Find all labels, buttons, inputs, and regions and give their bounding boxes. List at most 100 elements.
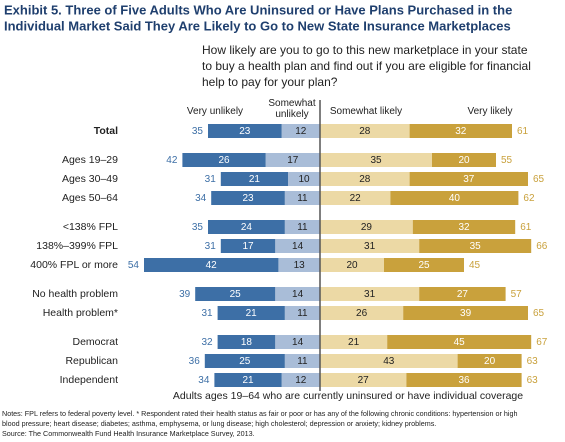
legend-label: Very unlikely xyxy=(186,106,244,117)
net-label: 32 xyxy=(201,337,213,348)
source: Source: The Commonwealth Fund Health Ins… xyxy=(2,429,255,438)
value-label: 21 xyxy=(249,174,261,185)
bar-segment xyxy=(320,124,410,138)
net-label: 65 xyxy=(533,308,545,319)
value-label: 26 xyxy=(356,308,368,319)
title: Individual Market Said They Are Likely t… xyxy=(4,18,511,33)
net-label: 54 xyxy=(128,260,140,271)
bar-segment xyxy=(265,153,320,167)
value-label: 23 xyxy=(239,126,251,137)
bar-segment xyxy=(220,239,276,253)
category-label: Ages 50–64 xyxy=(62,192,118,204)
bar-segment xyxy=(320,172,410,186)
bar-segment xyxy=(384,258,464,272)
net-label: 31 xyxy=(205,174,217,185)
bar-segment xyxy=(406,373,522,387)
value-label: 32 xyxy=(458,222,470,233)
bar-segment xyxy=(275,239,320,253)
value-label: 20 xyxy=(458,155,470,166)
bar-segment xyxy=(320,239,420,253)
net-label: 31 xyxy=(201,308,213,319)
bar-segment xyxy=(284,220,320,234)
bar-segment xyxy=(432,153,496,167)
title: Exhibit 5. Three of Five Adults Who Are … xyxy=(4,2,512,17)
bar-segment xyxy=(281,373,320,387)
net-label: 34 xyxy=(195,193,207,204)
bar-segment xyxy=(412,220,516,234)
value-label: 23 xyxy=(242,193,254,204)
value-label: 25 xyxy=(239,356,251,367)
bar-segment xyxy=(390,191,519,205)
value-label: 28 xyxy=(359,126,371,137)
value-label: 31 xyxy=(364,289,376,300)
bar-segment xyxy=(457,354,522,368)
net-label: 55 xyxy=(501,155,513,166)
bar-segment xyxy=(320,191,391,205)
note: blood pressure; heart disease; diabetes;… xyxy=(2,419,436,428)
value-label: 14 xyxy=(292,337,304,348)
bar-segment xyxy=(320,287,420,301)
value-label: 45 xyxy=(454,337,466,348)
value-label: 32 xyxy=(455,126,467,137)
value-label: 10 xyxy=(298,174,310,185)
value-label: 28 xyxy=(359,174,371,185)
bar-segment xyxy=(182,153,266,167)
value-label: 13 xyxy=(294,260,306,271)
category-label: Ages 30–49 xyxy=(62,173,118,185)
value-label: 25 xyxy=(230,289,242,300)
value-label: 25 xyxy=(418,260,430,271)
net-label: 34 xyxy=(198,375,210,386)
category-label: <138% FPL xyxy=(63,221,118,233)
value-label: 43 xyxy=(383,356,395,367)
bar-segment xyxy=(208,124,282,138)
value-label: 11 xyxy=(297,356,308,367)
bar-segment xyxy=(320,306,404,320)
bar-segment xyxy=(409,172,528,186)
value-label: 35 xyxy=(370,155,382,166)
net-label: 61 xyxy=(517,126,529,137)
question: help to pay for your plan? xyxy=(202,75,338,89)
bar-segment xyxy=(284,191,320,205)
bar-segment xyxy=(144,258,279,272)
category-label: 400% FPL or more xyxy=(30,259,118,271)
net-label: 36 xyxy=(189,356,201,367)
bar-segment xyxy=(320,220,413,234)
value-label: 39 xyxy=(460,308,472,319)
net-label: 67 xyxy=(536,337,548,348)
category-label: 138%–399% FPL xyxy=(36,240,118,252)
bar-segment xyxy=(320,373,407,387)
value-label: 11 xyxy=(297,222,308,233)
bar-segment xyxy=(278,258,320,272)
net-label: 62 xyxy=(523,193,535,204)
value-label: 14 xyxy=(292,241,304,252)
value-label: 36 xyxy=(458,375,470,386)
legend-label: Very likely xyxy=(467,106,513,117)
value-label: 31 xyxy=(364,241,376,252)
category-label: Republican xyxy=(65,355,118,367)
value-label: 14 xyxy=(292,289,304,300)
value-label: 20 xyxy=(484,356,496,367)
population-note: Adults ages 19–64 who are currently unin… xyxy=(173,390,523,402)
value-label: 21 xyxy=(242,375,254,386)
net-label: 45 xyxy=(469,260,481,271)
value-label: 37 xyxy=(463,174,475,185)
bar-segment xyxy=(275,287,320,301)
net-label: 57 xyxy=(511,289,523,300)
value-label: 27 xyxy=(457,289,469,300)
net-label: 42 xyxy=(166,155,178,166)
bar-segment xyxy=(387,335,532,349)
value-label: 21 xyxy=(348,337,360,348)
category-label: Health problem* xyxy=(43,307,118,319)
note: Notes: FPL refers to federal poverty lev… xyxy=(2,409,518,418)
value-label: 40 xyxy=(449,193,461,204)
bar-segment xyxy=(284,306,320,320)
bar-segment xyxy=(409,124,512,138)
bar-segment xyxy=(320,335,388,349)
value-label: 35 xyxy=(470,241,482,252)
net-label: 65 xyxy=(533,174,545,185)
bar-segment xyxy=(211,191,285,205)
value-label: 12 xyxy=(295,375,307,386)
bar-segment xyxy=(320,354,458,368)
net-label: 39 xyxy=(179,289,191,300)
